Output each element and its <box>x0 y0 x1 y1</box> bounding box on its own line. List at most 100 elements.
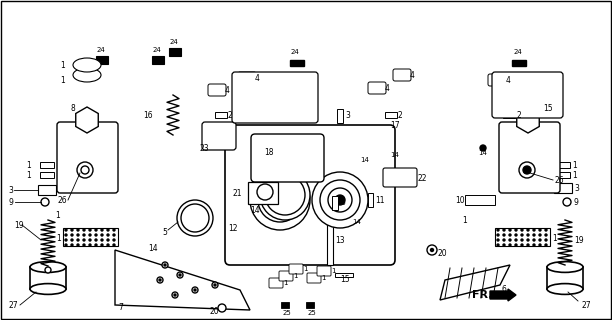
Circle shape <box>545 229 547 231</box>
Text: 15: 15 <box>340 276 349 284</box>
Text: 15: 15 <box>543 103 553 113</box>
Bar <box>40 172 54 178</box>
Text: 26: 26 <box>555 175 565 185</box>
Circle shape <box>545 244 547 246</box>
Circle shape <box>212 282 218 288</box>
Ellipse shape <box>547 262 583 272</box>
Circle shape <box>157 277 163 283</box>
Circle shape <box>503 234 505 236</box>
Circle shape <box>95 239 97 241</box>
Text: 18: 18 <box>264 148 274 156</box>
FancyBboxPatch shape <box>279 271 293 281</box>
Bar <box>495 228 550 246</box>
Circle shape <box>65 229 67 231</box>
Text: 14: 14 <box>148 244 158 252</box>
Circle shape <box>265 175 305 215</box>
Text: 1: 1 <box>56 234 61 243</box>
Text: 27: 27 <box>8 300 18 309</box>
Circle shape <box>77 229 79 231</box>
Text: 22: 22 <box>418 173 428 182</box>
Circle shape <box>71 244 73 246</box>
Circle shape <box>515 239 517 241</box>
Circle shape <box>113 229 115 231</box>
FancyBboxPatch shape <box>57 122 118 193</box>
FancyBboxPatch shape <box>368 82 386 94</box>
Circle shape <box>81 166 89 174</box>
Text: 16: 16 <box>143 110 152 119</box>
Text: 1: 1 <box>552 234 557 243</box>
Ellipse shape <box>73 58 101 72</box>
Circle shape <box>214 284 216 286</box>
Text: 1: 1 <box>55 211 60 220</box>
Text: 24: 24 <box>514 49 523 55</box>
Polygon shape <box>115 250 250 310</box>
Circle shape <box>107 244 109 246</box>
Circle shape <box>177 200 213 236</box>
Bar <box>503 112 515 118</box>
Circle shape <box>77 234 79 236</box>
Circle shape <box>539 234 541 236</box>
Text: 5: 5 <box>162 228 167 236</box>
Text: 13: 13 <box>335 236 345 244</box>
Circle shape <box>162 262 168 268</box>
Circle shape <box>107 239 109 241</box>
Text: 14: 14 <box>250 205 259 214</box>
Circle shape <box>83 239 85 241</box>
Text: 4: 4 <box>506 76 511 84</box>
Ellipse shape <box>73 68 101 82</box>
Text: 19: 19 <box>574 236 584 244</box>
Circle shape <box>521 234 523 236</box>
Circle shape <box>192 287 198 293</box>
Text: 14: 14 <box>478 150 487 156</box>
Bar <box>554 183 572 193</box>
Circle shape <box>335 195 345 205</box>
Circle shape <box>65 239 67 241</box>
Text: 24: 24 <box>170 39 179 45</box>
Circle shape <box>71 234 73 236</box>
Ellipse shape <box>547 284 583 294</box>
Circle shape <box>218 304 226 312</box>
Circle shape <box>258 178 302 222</box>
FancyBboxPatch shape <box>499 122 560 193</box>
Bar <box>368 193 373 207</box>
Text: 20: 20 <box>210 308 220 316</box>
Text: 26: 26 <box>57 196 67 204</box>
Text: 14: 14 <box>352 219 361 225</box>
Text: 6: 6 <box>502 285 507 294</box>
Text: 1: 1 <box>572 161 577 170</box>
Circle shape <box>527 229 529 231</box>
Bar <box>332 196 338 210</box>
Text: 25: 25 <box>283 310 292 316</box>
Circle shape <box>509 239 511 241</box>
Bar <box>337 109 343 123</box>
Circle shape <box>545 239 547 241</box>
Circle shape <box>312 172 368 228</box>
Circle shape <box>430 249 433 252</box>
Circle shape <box>77 162 93 178</box>
FancyBboxPatch shape <box>289 264 303 274</box>
FancyBboxPatch shape <box>251 134 324 182</box>
Bar <box>335 273 353 277</box>
Circle shape <box>320 180 360 220</box>
Text: 3: 3 <box>574 183 579 193</box>
Circle shape <box>113 234 115 236</box>
Text: 1: 1 <box>283 280 288 286</box>
Text: 17: 17 <box>390 121 400 130</box>
Text: 1: 1 <box>572 171 577 180</box>
Circle shape <box>113 244 115 246</box>
Circle shape <box>563 198 571 206</box>
Text: FR.: FR. <box>472 290 493 300</box>
Bar <box>290 60 304 66</box>
Circle shape <box>107 234 109 236</box>
Circle shape <box>497 234 499 236</box>
Bar <box>512 60 526 66</box>
Text: 11: 11 <box>375 196 384 204</box>
Circle shape <box>77 239 79 241</box>
Bar <box>30 267 66 289</box>
Circle shape <box>519 162 535 178</box>
Circle shape <box>275 195 285 205</box>
Circle shape <box>113 239 115 241</box>
Circle shape <box>545 234 547 236</box>
Text: 4: 4 <box>385 84 390 92</box>
Text: 2: 2 <box>228 110 233 119</box>
